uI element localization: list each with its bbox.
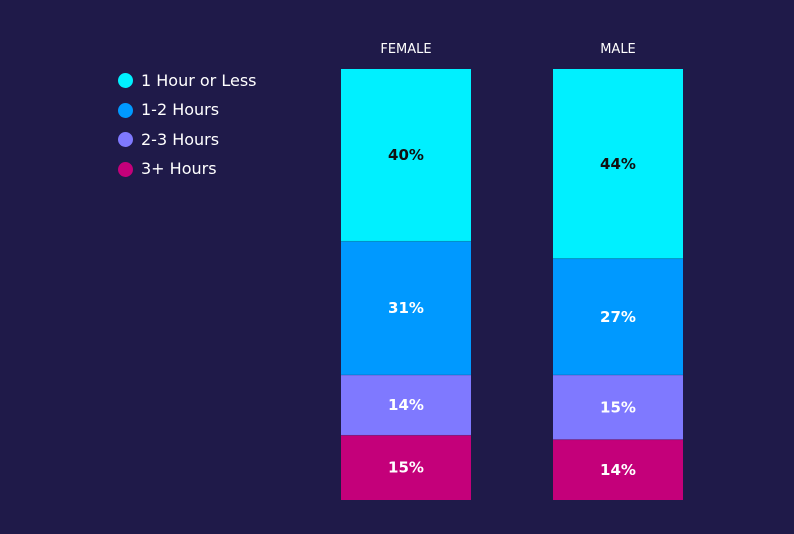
bar-segment-female-2-3-hours	[341, 375, 471, 436]
data-label-male-1-2-hours: 27%	[600, 308, 636, 326]
data-label-female-2-3-hours: 14%	[388, 396, 424, 414]
legend-label-1-hour-or-less: 1 Hour or Less	[141, 70, 257, 90]
legend-swatch-3-plus-hours	[118, 161, 133, 177]
legend-item-1-hour-or-less: 1 Hour or Less	[118, 66, 257, 96]
data-label-male-3-plus-hours: 14%	[600, 461, 636, 479]
legend-item-1-2-hours: 1-2 Hours	[118, 96, 257, 126]
data-label-female-1-hour-or-less: 40%	[388, 146, 424, 164]
category-label-female: FEMALE	[380, 42, 431, 57]
legend-item-3-plus-hours: 3+ Hours	[118, 155, 257, 185]
legend-item-2-3-hours: 2-3 Hours	[118, 125, 257, 155]
data-label-female-3-plus-hours: 15%	[388, 459, 424, 477]
legend-label-2-3-hours: 2-3 Hours	[141, 129, 220, 149]
data-label-female-1-2-hours: 31%	[388, 299, 424, 317]
legend-label-1-2-hours: 1-2 Hours	[141, 100, 220, 120]
bar-segment-male-1-2-hours	[553, 258, 683, 376]
legend-swatch-2-3-hours	[118, 132, 133, 148]
category-label-male: MALE	[600, 42, 636, 57]
data-label-male-1-hour-or-less: 44%	[600, 155, 636, 173]
legend-label-3-plus-hours: 3+ Hours	[141, 159, 217, 179]
data-label-male-2-3-hours: 15%	[600, 398, 636, 416]
legend-swatch-1-2-hours	[118, 102, 133, 118]
bar-segment-female-3-plus-hours	[341, 435, 471, 500]
bar-segment-female-1-2-hours	[341, 241, 471, 376]
bar-segment-male-2-3-hours	[553, 375, 683, 440]
bar-segment-male-3-plus-hours	[553, 439, 683, 500]
chart-legend: 1 Hour or Less 1-2 Hours 2-3 Hours 3+ Ho…	[118, 66, 257, 184]
bar-segment-female-1-hour-or-less	[341, 69, 471, 242]
legend-swatch-1-hour-or-less	[118, 73, 133, 89]
bar-segment-male-1-hour-or-less	[553, 69, 683, 259]
